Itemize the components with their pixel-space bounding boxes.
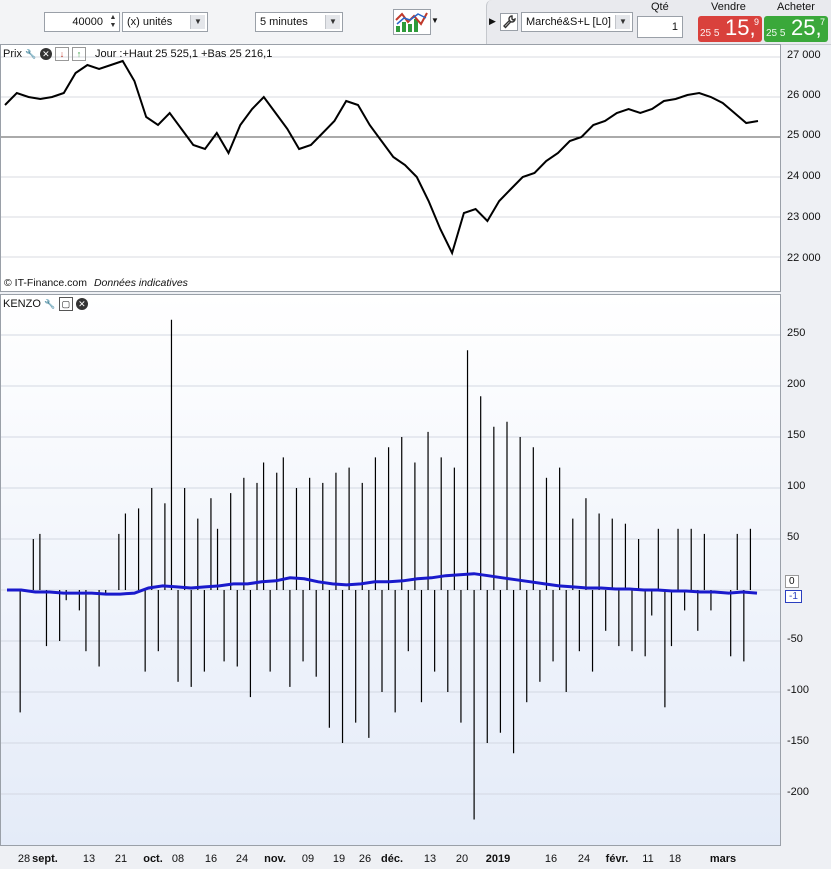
indicator-panel-title: KENZO	[3, 298, 41, 310]
chart-type-dropdown-icon[interactable]: ▼	[431, 16, 439, 25]
x-tick-label: 11	[642, 853, 654, 865]
qty-value: 1	[671, 21, 678, 33]
y-tick-label: -150	[787, 735, 810, 747]
product-select[interactable]: Marché&S+L [L0] ▼	[521, 12, 633, 32]
wrench-icon[interactable]: 🔧	[25, 49, 37, 59]
x-tick-label: 24	[235, 853, 249, 865]
sell-caption: Vendre	[711, 1, 746, 13]
wrench-icon	[503, 15, 516, 29]
buy-caption: Acheter	[777, 1, 815, 13]
chart-type-button[interactable]	[393, 9, 431, 35]
unit-label: (x) unités	[127, 16, 173, 28]
indicator-panel-header: KENZO 🔧 ▢ ✕	[3, 297, 88, 311]
indicator-chart	[1, 319, 780, 820]
x-tick-label: 21	[114, 853, 128, 865]
price-panel-header: Prix 🔧 ✕ ↓ ↑ Jour :+Haut 25 525,1 +Bas 2…	[3, 47, 272, 61]
x-tick-label: 2019	[485, 853, 511, 865]
sell-price-main: 15,	[725, 15, 756, 40]
price-y-axis: 27 000 26 000 25 000 24 000 23 000 22 00…	[781, 44, 831, 292]
chart-type-icon	[395, 12, 428, 32]
indicator-y-axis: 250 200 150 100 50 0 -1 -50 -100 -150 -2…	[781, 294, 831, 846]
price-panel-info: Jour :+Haut 25 525,1 +Bas 25 216,1	[94, 48, 273, 60]
quantity-value: 40000	[72, 16, 103, 28]
quantity-stepper[interactable]: ▲ ▼	[109, 14, 117, 29]
buy-price-prefix: 25 5	[766, 28, 786, 39]
y-tick-label: 100	[787, 480, 806, 492]
wrench-button[interactable]	[500, 13, 518, 31]
x-tick-label: mars	[709, 853, 737, 865]
x-tick-label: 28	[17, 853, 31, 865]
x-tick-label: 26	[358, 853, 372, 865]
x-tick-label: févr.	[605, 853, 629, 865]
zero-badge: 0	[785, 575, 799, 588]
x-tick-label: 13	[82, 853, 96, 865]
qty-input[interactable]: 1	[637, 16, 683, 38]
y-tick-label: 150	[787, 429, 806, 441]
x-tick-label: 16	[204, 853, 218, 865]
x-tick-label: oct.	[143, 853, 163, 865]
y-tick-label: 250	[787, 327, 806, 339]
unit-select[interactable]: (x) unités ▼	[122, 12, 208, 32]
close-icon[interactable]: ✕	[75, 298, 88, 310]
interval-select[interactable]: 5 minutes ▼	[255, 12, 343, 32]
chevron-down-icon[interactable]: ▼	[615, 15, 630, 29]
y-tick-label: -100	[787, 684, 810, 696]
buy-button[interactable]: 25 5 25, 7	[764, 16, 828, 42]
maximize-icon[interactable]: ▢	[58, 297, 73, 311]
collapse-arrow-icon[interactable]: ▶	[489, 16, 496, 26]
buy-price-main: 25,	[791, 15, 822, 40]
y-tick-label: 50	[787, 531, 800, 543]
x-tick-label: sept.	[32, 853, 58, 865]
sell-price-sup: 9	[753, 17, 759, 27]
qty-caption: Qté	[651, 1, 669, 13]
y-tick-label: 25 000	[787, 129, 821, 141]
move-up-icon[interactable]: ↑	[71, 47, 86, 61]
y-tick-label: 27 000	[787, 49, 821, 61]
x-tick-label: 19	[332, 853, 346, 865]
x-tick-label: 16	[544, 853, 558, 865]
x-tick-label: 20	[455, 853, 469, 865]
x-tick-label: 24	[577, 853, 591, 865]
price-credit: © IT-Finance.com Données indicatives	[4, 277, 188, 289]
price-line	[4, 59, 759, 256]
x-tick-label: 13	[423, 853, 437, 865]
x-tick-label: 18	[668, 853, 682, 865]
sell-button[interactable]: 25 5 15, 9	[698, 16, 762, 42]
disclaimer-text: Données indicatives	[93, 277, 188, 289]
x-tick-label: nov.	[264, 853, 286, 865]
price-panel-title: Prix	[3, 48, 22, 60]
interval-label: 5 minutes	[260, 16, 308, 28]
product-label: Marché&S+L [L0]	[526, 16, 611, 28]
indicator-average-line	[7, 572, 758, 596]
x-axis: 28 sept. 13 21 oct. 08 16 24 nov. 09 19 …	[0, 848, 781, 869]
value-badge: -1	[785, 590, 802, 603]
chevron-down-icon[interactable]: ▼	[325, 15, 340, 29]
indicator-panel: KENZO 🔧 ▢ ✕	[0, 294, 781, 846]
price-chart	[1, 56, 780, 258]
y-tick-label: 24 000	[787, 170, 821, 182]
y-tick-label: -200	[787, 786, 810, 798]
credit-text: © IT-Finance.com	[4, 277, 88, 289]
x-tick-label: 08	[171, 853, 185, 865]
top-toolbar: 40000 ▲ ▼ (x) unités ▼ 5 minutes ▼ ▼ ▶ Ma…	[0, 0, 831, 45]
buy-price-sup: 7	[819, 17, 825, 27]
sell-price-prefix: 25 5	[700, 28, 720, 39]
close-icon[interactable]: ✕	[39, 48, 52, 60]
y-tick-label: 22 000	[787, 252, 821, 264]
price-panel: Prix 🔧 ✕ ↓ ↑ Jour :+Haut 25 525,1 +Bas 2…	[0, 44, 781, 292]
x-tick-label: déc.	[380, 853, 404, 865]
y-tick-label: -50	[787, 633, 803, 645]
chevron-down-icon[interactable]: ▼	[190, 15, 205, 29]
y-tick-label: 26 000	[787, 89, 821, 101]
order-panel: ▶ Marché&S+L [L0] ▼ Qté 1 Vendre Acheter…	[486, 0, 831, 44]
wrench-icon[interactable]: 🔧	[44, 299, 56, 309]
y-tick-label: 200	[787, 378, 806, 390]
move-down-icon[interactable]: ↓	[54, 47, 69, 61]
quantity-input[interactable]: 40000 ▲ ▼	[44, 12, 120, 32]
x-tick-label: 09	[301, 853, 315, 865]
y-tick-label: 23 000	[787, 211, 821, 223]
